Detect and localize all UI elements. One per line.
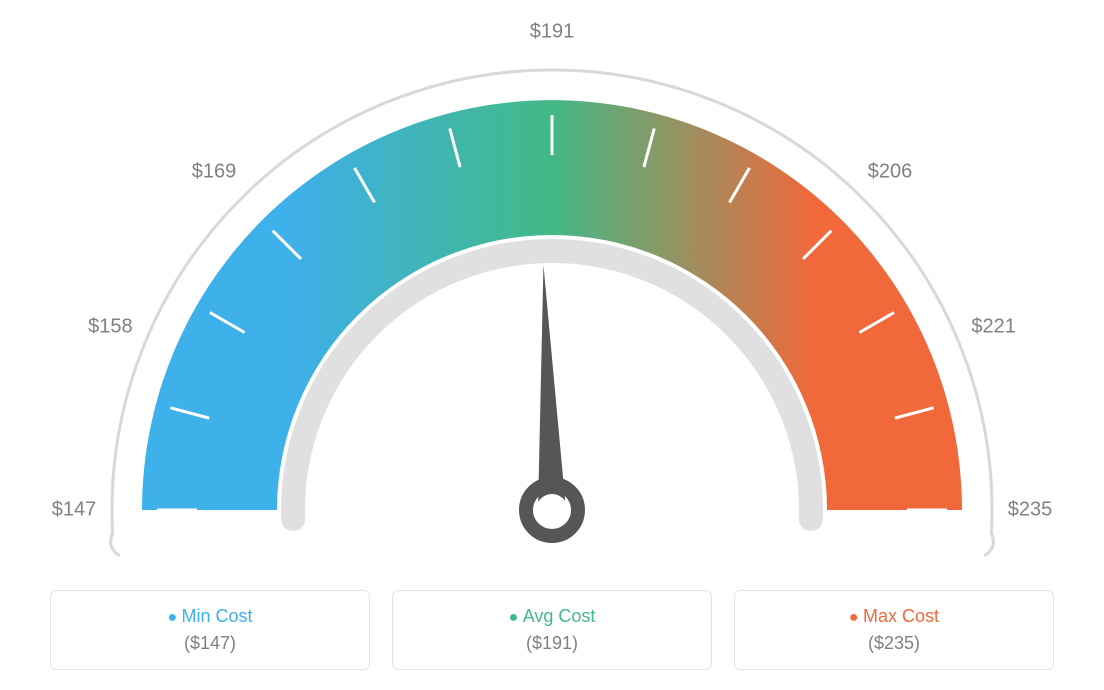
gauge-svg — [0, 0, 1104, 575]
legend-row: Min Cost ($147) Avg Cost ($191) Max Cost… — [0, 590, 1104, 670]
legend-label-max: Max Cost — [849, 606, 939, 627]
gauge-scale-label: $235 — [1008, 499, 1053, 522]
gauge-scale-label: $206 — [868, 161, 913, 184]
legend-value-min: ($147) — [184, 633, 236, 654]
legend-card-max: Max Cost ($235) — [734, 590, 1054, 670]
gauge-scale-label: $191 — [530, 21, 575, 44]
legend-value-avg: ($191) — [526, 633, 578, 654]
gauge-scale-label: $169 — [192, 161, 237, 184]
legend-card-avg: Avg Cost ($191) — [392, 590, 712, 670]
legend-card-min: Min Cost ($147) — [50, 590, 370, 670]
legend-label-min: Min Cost — [167, 606, 252, 627]
legend-label-avg: Avg Cost — [509, 606, 596, 627]
legend-value-max: ($235) — [868, 633, 920, 654]
gauge-scale-label: $147 — [52, 499, 97, 522]
cost-gauge: $147 $158 $169 $191 $206 $221 $235 — [0, 0, 1104, 575]
gauge-scale-label: $221 — [971, 316, 1016, 339]
gauge-scale-label: $158 — [88, 316, 133, 339]
